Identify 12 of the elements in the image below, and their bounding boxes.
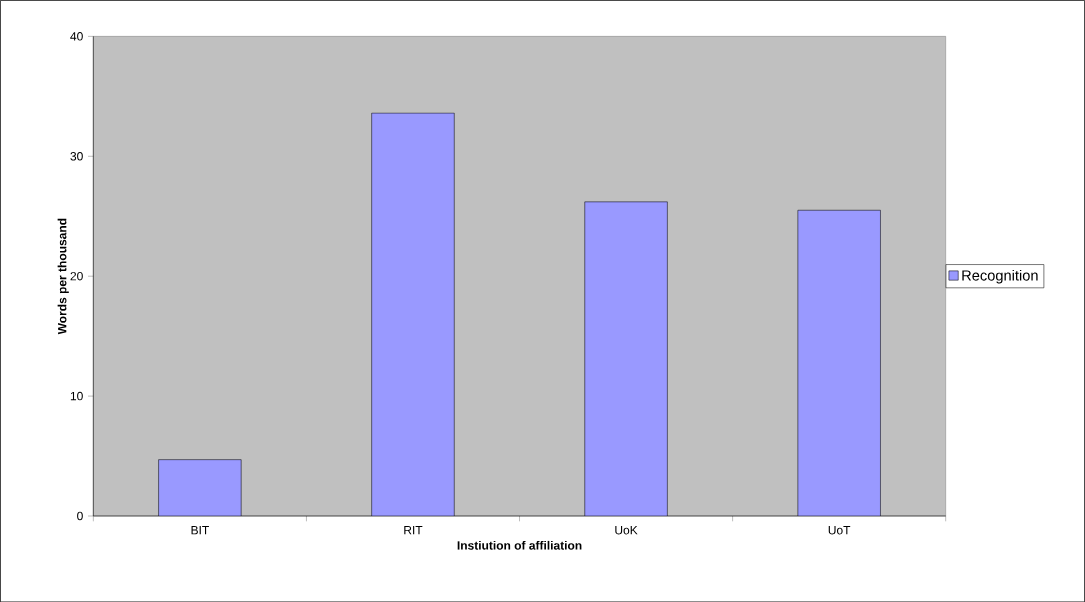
x-tick-label: BIT (191, 525, 209, 535)
y-tick-label: 10 (70, 391, 83, 401)
y-axis-title: Words per thousand (57, 218, 69, 335)
y-tick-label: 40 (70, 31, 83, 41)
x-axis-title: Instiution of affiliation (457, 540, 582, 550)
y-tick-label: 0 (77, 511, 83, 521)
x-tick-label: RIT (404, 525, 423, 535)
x-tick-label: UoT (828, 525, 851, 535)
y-tick-label: 20 (70, 271, 83, 281)
x-tick-label: UoK (615, 525, 638, 535)
legend-label: Recognition (962, 269, 1038, 284)
y-tick-label: 30 (70, 151, 83, 161)
